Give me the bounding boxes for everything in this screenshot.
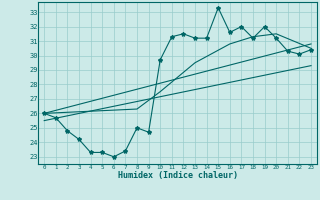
X-axis label: Humidex (Indice chaleur): Humidex (Indice chaleur) bbox=[118, 171, 238, 180]
